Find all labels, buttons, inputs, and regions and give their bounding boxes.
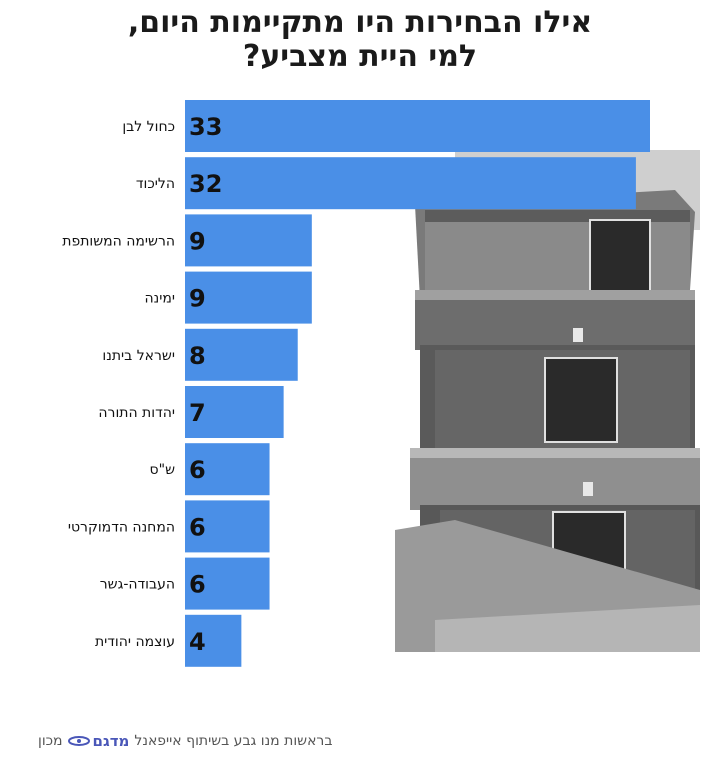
footer-institute: מכון bbox=[38, 733, 63, 749]
category-label-4: ישראל ביתנו bbox=[102, 348, 175, 364]
footer-credit: מכון מדגם בראשות מנו גבע בשיתוף אייפאנל bbox=[38, 730, 332, 752]
value-label-4: 8 bbox=[189, 342, 206, 370]
category-label-1: הליכוד bbox=[136, 176, 175, 192]
category-label-9: עוצמה יהודית bbox=[95, 634, 175, 650]
value-label-5: 7 bbox=[189, 399, 206, 427]
chart-title: אילו הבחירות היו מתקיימות היום, למי היית… bbox=[40, 6, 680, 74]
madgam-logo: מדגם bbox=[67, 732, 130, 750]
category-label-6: ש"ס bbox=[150, 462, 176, 478]
value-label-1: 32 bbox=[189, 170, 222, 198]
category-label-7: המחנה הדמוקרטי bbox=[68, 519, 175, 535]
value-label-2: 9 bbox=[189, 227, 206, 255]
madgam-logo-icon bbox=[67, 736, 90, 746]
category-label-5: יהדות התורה bbox=[98, 405, 175, 421]
title-line-1: אילו הבחירות היו מתקיימות היום, bbox=[127, 5, 593, 40]
bar-9 bbox=[185, 614, 242, 667]
bar-3 bbox=[185, 271, 312, 324]
category-label-8: העבודה-גשר bbox=[100, 577, 175, 593]
category-label-3: ימינה bbox=[144, 291, 175, 307]
bar-0 bbox=[185, 100, 650, 152]
title-line-2: למי היית מצביע? bbox=[242, 39, 478, 74]
value-label-0: 33 bbox=[189, 113, 222, 141]
footer-credit-text: בראשות מנו גבע בשיתוף אייפאנל bbox=[134, 733, 333, 749]
bar-4 bbox=[185, 328, 298, 381]
value-label-8: 6 bbox=[189, 571, 206, 599]
value-label-3: 9 bbox=[189, 285, 206, 313]
bar-2 bbox=[185, 214, 312, 267]
bar-7 bbox=[185, 500, 270, 553]
ballot-boxes-photo bbox=[395, 150, 700, 652]
category-label-0: כחול לבן bbox=[122, 119, 175, 135]
logo-name: מדגם bbox=[92, 732, 130, 750]
bar-8 bbox=[185, 557, 270, 610]
value-label-7: 6 bbox=[189, 513, 206, 541]
bar-5 bbox=[185, 386, 284, 438]
bar-6 bbox=[185, 443, 270, 496]
value-label-6: 6 bbox=[189, 456, 206, 484]
category-label-2: הרשימה המשותפת bbox=[62, 233, 175, 249]
value-label-9: 4 bbox=[189, 628, 206, 656]
bar-1 bbox=[185, 157, 636, 210]
